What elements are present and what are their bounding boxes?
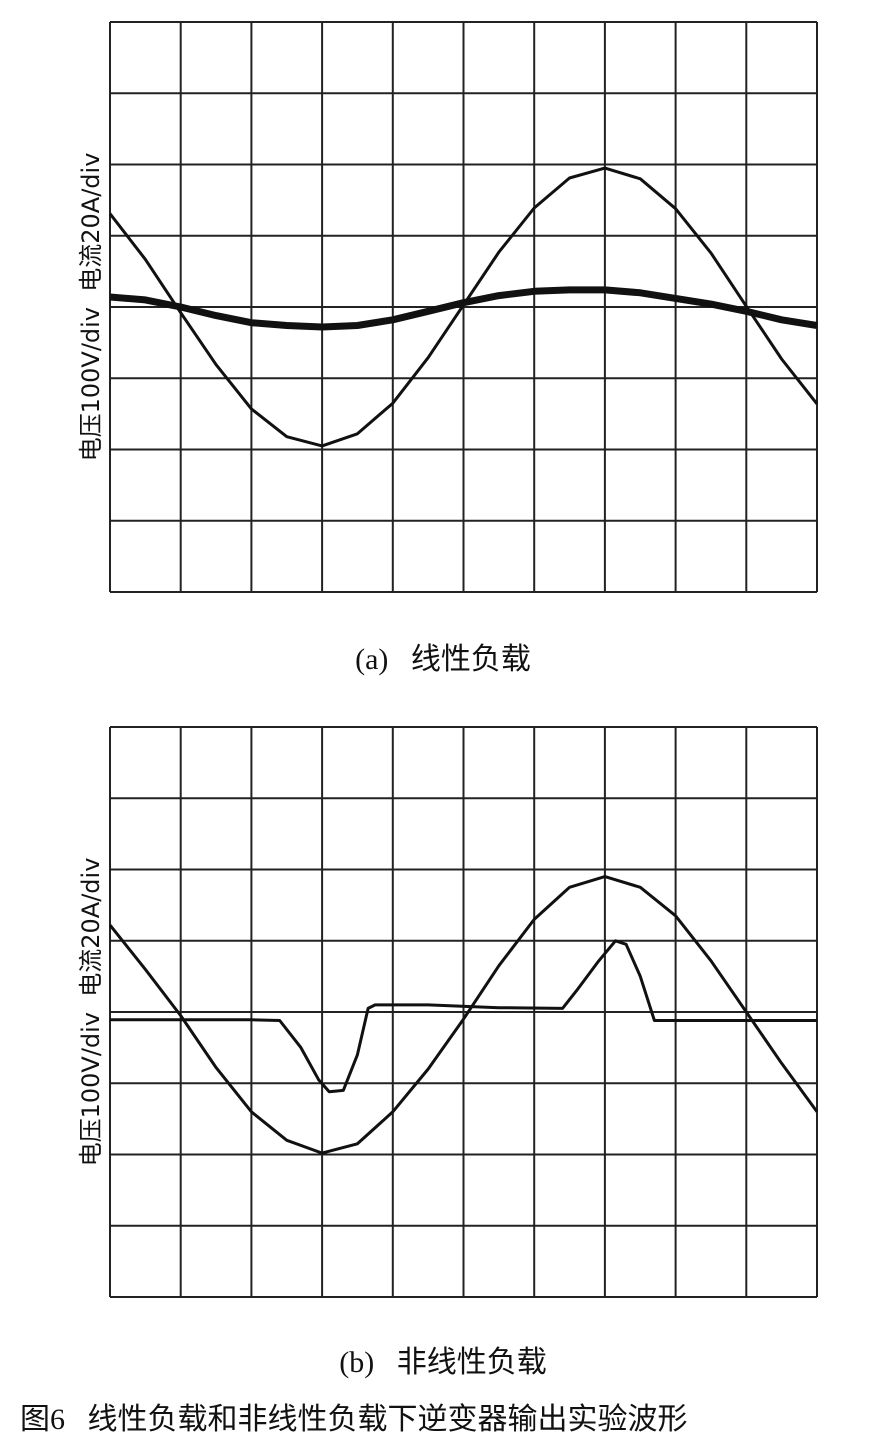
y-axis-label: 电压100V/div 电流20A/div [77, 858, 105, 1167]
chart-caption: (a) 线性负载 [355, 643, 531, 676]
waveform [110, 939, 817, 1094]
y-axis-label: 电压100V/div 电流20A/div [77, 153, 105, 462]
waveform [109, 286, 818, 331]
chart-caption: (b) 非线性负载 [339, 1346, 546, 1379]
figure-caption: 图6 线性负载和非线性负载下逆变器输出实验波形 [20, 1403, 688, 1436]
waveform [108, 875, 819, 1155]
